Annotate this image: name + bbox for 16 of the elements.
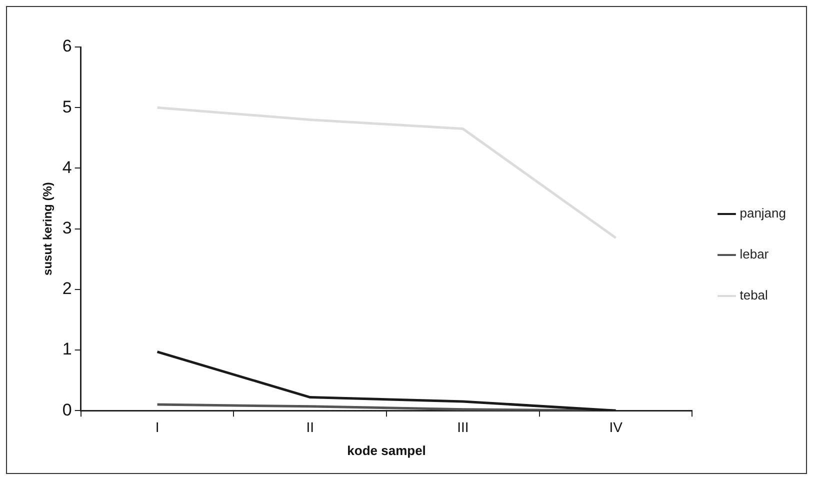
y-tick-label: 3 bbox=[62, 218, 72, 238]
y-tick-label: 0 bbox=[62, 400, 72, 420]
x-axis-title: kode sampel bbox=[347, 442, 426, 458]
x-tick-label: II bbox=[306, 418, 314, 435]
legend-label: panjang bbox=[740, 206, 786, 221]
y-tick-label: 6 bbox=[62, 36, 72, 56]
legend-label: tebal bbox=[740, 288, 768, 303]
y-tick-label: 5 bbox=[62, 97, 72, 116]
x-tick-label: III bbox=[457, 418, 469, 435]
x-tick-label: I bbox=[155, 418, 160, 435]
y-tick-label: 2 bbox=[62, 279, 72, 298]
y-tick-label: 1 bbox=[62, 340, 72, 359]
y-tick-label: 4 bbox=[62, 158, 72, 177]
y-axis-title: susut kering (%) bbox=[40, 182, 55, 276]
legend-label: lebar bbox=[740, 246, 770, 262]
x-tick-label: IV bbox=[609, 418, 624, 435]
